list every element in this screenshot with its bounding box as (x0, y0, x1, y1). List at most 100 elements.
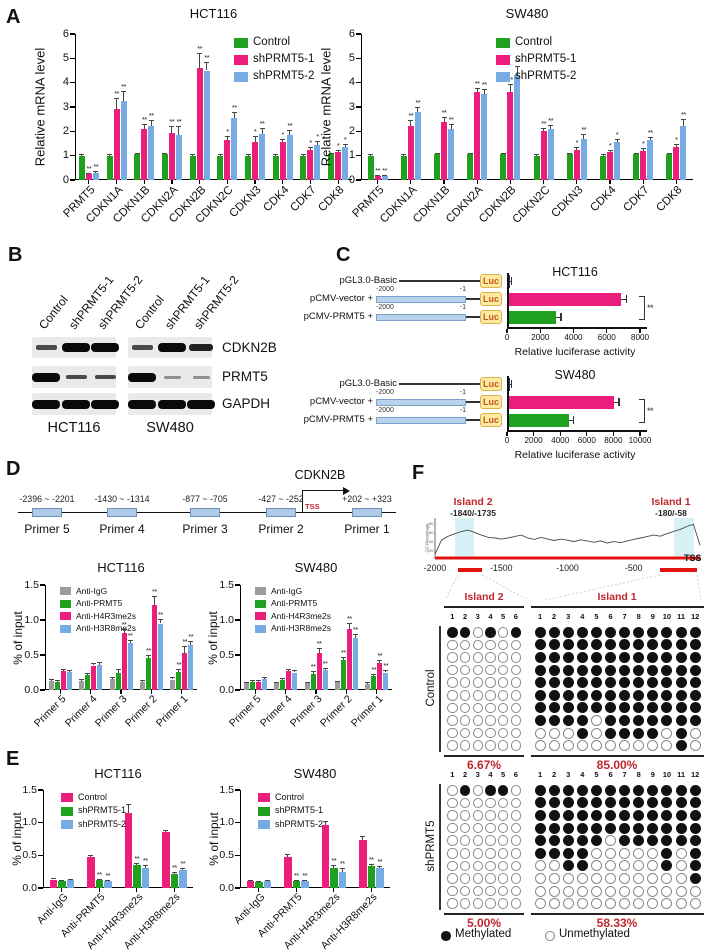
legend-label: shPRMT5-2 (515, 69, 577, 82)
methylation-circle (576, 715, 588, 726)
methylation-circle (548, 885, 560, 897)
error-bar (682, 119, 684, 127)
cell-line-label: HCT116 (47, 420, 101, 436)
legend-swatch (60, 599, 71, 608)
x-tick (226, 180, 228, 184)
error-bar (62, 669, 64, 672)
protein-band (158, 343, 186, 352)
y-tick-label: 0.5 (24, 648, 39, 661)
bar (328, 154, 335, 180)
blot-target-label: PRMT5 (222, 369, 268, 384)
promoter-bar (376, 313, 466, 321)
western-blot-panel: Control shPRMT5-1 shPRMT5-2 HCT116 Control sh… (0, 244, 300, 462)
x-tick (639, 328, 641, 333)
error-cap (141, 124, 147, 126)
error-bar (341, 868, 343, 872)
error-cap (264, 880, 270, 882)
lane-label: Control (35, 292, 71, 332)
bar (640, 150, 647, 180)
methylation-circle (447, 639, 458, 651)
methylation-circle (548, 822, 560, 834)
x-tick (309, 180, 312, 184)
significance-mark: ** (474, 78, 480, 88)
bar (279, 142, 286, 180)
cpg-site-number: 7 (622, 770, 627, 779)
error-cap (252, 136, 258, 138)
error-cap (618, 398, 620, 406)
sig-bracket-tick (639, 296, 645, 297)
methylation-circle (510, 822, 522, 834)
methylation-circle (447, 785, 458, 796)
methylation-circle (459, 702, 471, 714)
significance-mark: ** (514, 56, 520, 66)
cpg-site-number: 2 (552, 612, 557, 621)
methylation-circle (562, 847, 574, 859)
cpg-site-number: 3 (475, 770, 480, 779)
methylation-circle (661, 810, 673, 821)
methylation-circle (675, 797, 687, 809)
methylation-circle (689, 885, 701, 897)
x-tick (539, 328, 541, 333)
methylation-circle (447, 848, 458, 859)
y-tick (235, 654, 240, 656)
y-tick (235, 821, 240, 824)
methylation-circle (675, 860, 687, 872)
significance-mark: ** (448, 115, 454, 125)
primer-region-label: +202 ~ +323 (342, 494, 392, 504)
svg-text:GC Percentage: GC Percentage (425, 523, 430, 553)
methylation-circle (562, 652, 574, 663)
methylation-circle (661, 860, 673, 872)
x-tick-label: 4000 (564, 333, 583, 342)
methylation-circle (576, 639, 588, 651)
error-cap (148, 120, 154, 122)
grid-underline (531, 913, 704, 915)
significance-mark: ** (680, 110, 686, 120)
methylation-circle (534, 727, 546, 739)
significance-mark: * (675, 135, 678, 145)
methylation-circle (472, 835, 483, 846)
methylation-circle (497, 885, 509, 897)
bar (365, 683, 371, 690)
construct-label: pCMV-PRMT5 + (303, 414, 373, 425)
methylation-circle (459, 848, 471, 859)
methylation-circle (510, 652, 522, 663)
methylation-circle (605, 898, 617, 910)
methylation-circle (675, 873, 687, 884)
y-tick (235, 689, 240, 691)
methylation-circle (485, 835, 496, 846)
protein-band (32, 399, 60, 409)
y-tick-label: 1.0 (219, 816, 234, 829)
bar (307, 149, 314, 180)
methylation-circle (459, 885, 471, 897)
error-cap (286, 669, 292, 670)
bar (66, 880, 74, 888)
significance-mark: ** (134, 853, 140, 863)
bar (249, 681, 255, 690)
methylation-circle (689, 715, 701, 726)
significance-mark: ** (127, 630, 133, 640)
methylation-circle (534, 664, 546, 676)
legend-swatch (496, 72, 510, 82)
methylation-circle (472, 627, 483, 638)
methylation-circle (633, 873, 645, 884)
error-cap (500, 152, 506, 154)
error-cap (79, 154, 85, 156)
island-1-label: Island 1 (651, 496, 691, 508)
error-cap (600, 154, 606, 156)
y-tick (40, 619, 45, 621)
error-cap (481, 88, 487, 90)
methylation-circle (619, 797, 631, 809)
group-label: Control (425, 669, 437, 707)
panel-e-label: E (6, 748, 20, 770)
bar (95, 880, 103, 888)
error-bar (287, 854, 289, 858)
bar (434, 154, 440, 180)
methylation-circle (619, 677, 631, 689)
methylation-circle (633, 639, 645, 651)
error-cap (383, 670, 389, 672)
methylation-circle (472, 885, 483, 897)
protein-band (65, 374, 87, 380)
methylation-circle (548, 702, 560, 714)
chip-chart-sw480: SW480% of input 0.0 0.5 1.0 1.5 Primer 5 Prime… (197, 556, 397, 754)
